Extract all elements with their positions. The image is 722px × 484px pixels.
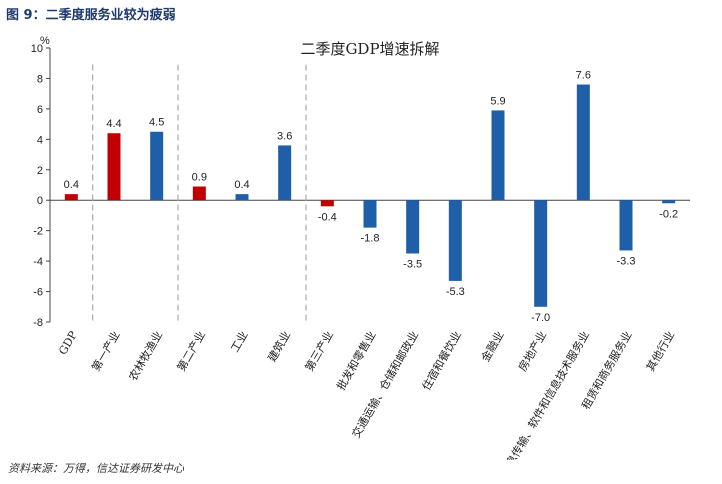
bar (64, 194, 78, 201)
data-label: 4.4 (106, 118, 121, 130)
data-label: -5.3 (446, 286, 465, 298)
data-label: -3.3 (617, 255, 636, 267)
bar (491, 110, 505, 201)
y-tick-label: 10 (31, 43, 43, 55)
category-label: 工业 (228, 329, 250, 355)
data-label: 0.4 (234, 179, 249, 191)
y-tick-label: 6 (37, 104, 43, 116)
data-label: 7.6 (576, 70, 591, 82)
y-tick-label: -4 (33, 256, 43, 268)
y-tick-label: -2 (33, 226, 43, 238)
data-label: 3.6 (277, 130, 292, 142)
category-label: 第一产业 (88, 329, 122, 374)
category-label: 信息传输、软件和信息技术服务业 (497, 329, 592, 461)
bars (64, 84, 676, 307)
data-labels: 0.4 4.4 4.5 0.9 0.4 3.6 -0.4 -1.8 -3.5 -5.3 5.9 -7.… (64, 70, 678, 324)
category-label: GDP (56, 328, 80, 357)
data-label: -3.5 (403, 259, 422, 271)
category-label: 第二产业 (174, 329, 208, 374)
data-label: -1.8 (361, 233, 380, 245)
data-label: -7.0 (531, 312, 550, 324)
bar (278, 145, 292, 201)
axes: -8 -6 -4 -2 0 2 4 6 8 10 (31, 43, 690, 329)
y-tick-label: 4 (37, 134, 43, 146)
bar (235, 194, 249, 201)
category-label: 房地产业 (515, 329, 549, 374)
y-tick-label: 0 (37, 195, 43, 207)
data-label: -0.4 (318, 211, 337, 223)
chart-title: 二季度GDP增速拆解 (300, 40, 439, 58)
y-axis-unit: % (40, 35, 50, 47)
data-label: -0.2 (659, 208, 678, 220)
figure-title: 图 9：二季度服务业较为疲弱 (6, 8, 176, 23)
data-label: 5.9 (490, 95, 505, 107)
category-labels: GDP 第一产业 农林牧渔业 第二产业 工业 建筑业 第三产业批发和零售业交通运输、仓储和邮… (56, 328, 677, 460)
bar (406, 200, 420, 254)
bar (619, 200, 633, 251)
bar (576, 84, 590, 201)
category-label: 金融业 (478, 329, 507, 365)
bar (662, 200, 676, 204)
bar (192, 186, 206, 201)
data-label: 4.5 (149, 117, 164, 129)
bar (320, 200, 334, 207)
bar (363, 200, 377, 228)
bar (534, 200, 548, 307)
data-label: 0.9 (192, 172, 207, 184)
category-label: 第三产业 (302, 329, 336, 374)
data-label: 0.4 (64, 179, 79, 191)
source-note: 资料来源：万得，信达证券研发中心 (8, 462, 184, 475)
y-tick-label: -6 (33, 287, 43, 299)
category-label: 其他行业 (644, 329, 677, 374)
bar (150, 131, 164, 201)
category-label: 建筑业 (265, 329, 294, 365)
y-tick-label: 8 (37, 73, 43, 85)
bar (107, 133, 121, 201)
y-tick-label: 2 (37, 165, 43, 177)
category-label: 住宿和餐饮业 (419, 329, 464, 393)
bar (448, 200, 462, 281)
category-label: 批发和零售业 (333, 329, 378, 393)
y-tick-label: -8 (33, 317, 43, 329)
category-label: 农林牧渔业 (126, 329, 166, 384)
